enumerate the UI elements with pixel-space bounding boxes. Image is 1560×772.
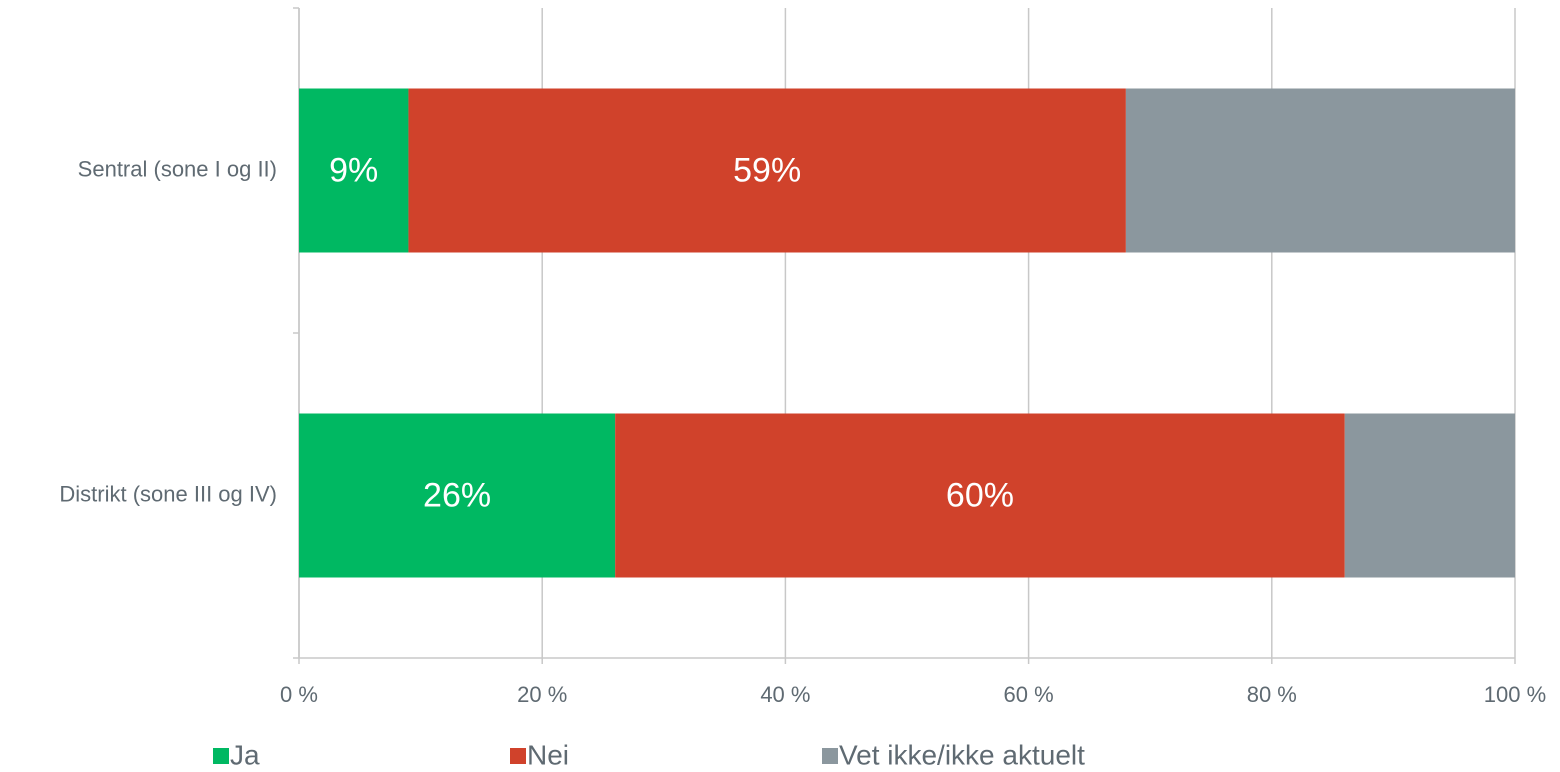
x-tick-label: 0 % <box>280 682 318 707</box>
value-label: 9% <box>329 151 378 189</box>
x-tick-label: 80 % <box>1247 682 1297 707</box>
bar-segment <box>408 88 1126 253</box>
value-label: 26% <box>423 476 491 514</box>
y-tick-label: Sentral (sone I og II) <box>78 156 277 181</box>
legend-swatch <box>822 748 838 764</box>
legend-label: Ja <box>230 739 260 770</box>
bar-segment <box>1125 88 1515 253</box>
bar-segment <box>299 413 616 578</box>
x-tick-label: 100 % <box>1484 682 1546 707</box>
legend-label: Vet ikke/ikke aktuelt <box>839 739 1085 770</box>
x-tick-label: 20 % <box>517 682 567 707</box>
legend-swatch <box>510 748 526 764</box>
y-tick-label: Distrikt (sone III og IV) <box>59 481 277 506</box>
bar-segment <box>299 88 409 253</box>
bar-segment <box>615 413 1345 578</box>
value-label: 60% <box>946 476 1014 514</box>
x-tick-label: 40 % <box>760 682 810 707</box>
legend-swatch <box>213 748 229 764</box>
bar-segment <box>1344 413 1515 578</box>
legend-label: Nei <box>527 739 569 770</box>
value-label: 59% <box>733 151 801 189</box>
x-tick-label: 60 % <box>1004 682 1054 707</box>
